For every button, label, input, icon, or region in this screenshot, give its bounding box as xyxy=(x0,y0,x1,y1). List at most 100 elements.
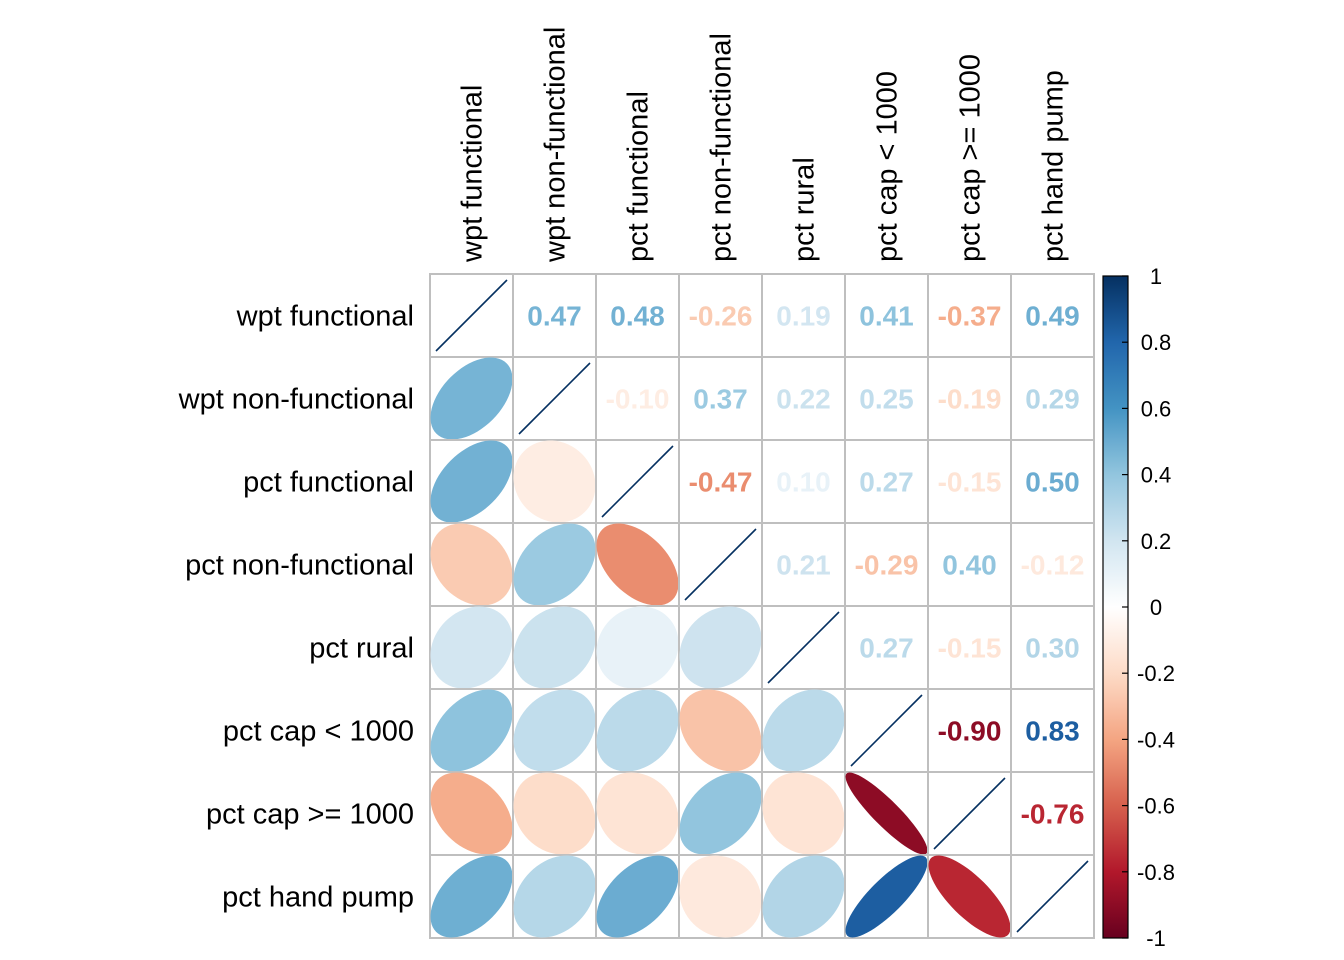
cell-2-1 xyxy=(512,439,597,524)
diagonal-line xyxy=(933,777,1006,850)
cell-7-6 xyxy=(927,854,1012,939)
cell-0-1: 0.47 xyxy=(512,273,597,358)
row-label-wpt-functional: wpt functional xyxy=(236,301,414,333)
colorbar-tick-label: -1 xyxy=(1146,926,1166,951)
cell-5-2 xyxy=(595,688,680,773)
ellipse-mark xyxy=(596,606,679,689)
cell-2-5: 0.27 xyxy=(844,439,929,524)
column-label-pct-cap-1000: pct cap < 1000 xyxy=(872,71,904,262)
cell-5-1 xyxy=(512,688,597,773)
coefficient-label: 0.47 xyxy=(527,301,582,332)
row-labels: wpt functional wpt non-functional pct func… xyxy=(178,301,414,914)
cell-3-4: 0.21 xyxy=(761,522,846,607)
ellipse-mark xyxy=(513,606,596,689)
colorbar-tick-label: 1 xyxy=(1150,264,1162,289)
cell-6-1 xyxy=(512,771,597,856)
cell-6-5 xyxy=(844,771,929,856)
colorbar-tick-label: 0.2 xyxy=(1141,529,1172,554)
ellipse-mark xyxy=(513,440,596,523)
column-label-wpt-functional: wpt functional xyxy=(457,85,489,263)
correlation-matrix: 0.47 0.48 -0.26 0.19 0.41 -0.37 0.49 -0.10 0.37 0… xyxy=(429,273,1095,939)
ellipse-mark xyxy=(762,855,845,938)
cell-6-4 xyxy=(761,771,846,856)
ellipse-mark xyxy=(430,772,513,855)
cell-1-3: 0.37 xyxy=(678,356,763,441)
coefficient-label: -0.76 xyxy=(1021,799,1085,830)
cell-1-2: -0.10 xyxy=(595,356,680,441)
ellipse-mark xyxy=(430,855,513,938)
colorbar-tick-label: 0.4 xyxy=(1141,463,1172,488)
cell-0-5: 0.41 xyxy=(844,273,929,358)
coefficient-label: 0.25 xyxy=(859,384,914,415)
ellipse-mark xyxy=(679,772,762,855)
coefficient-label: 0.48 xyxy=(610,301,665,332)
ellipse-mark xyxy=(513,689,596,772)
ellipse-mark xyxy=(513,855,596,938)
coefficient-label: -0.12 xyxy=(1021,550,1085,581)
coefficient-label: 0.83 xyxy=(1025,716,1080,747)
coefficient-label: 0.29 xyxy=(1025,384,1080,415)
cell-2-4: 0.10 xyxy=(761,439,846,524)
row-label-wpt-non-functional: wpt non-functional xyxy=(178,384,414,416)
cell-1-1 xyxy=(512,356,597,441)
row-label-pct-functional: pct functional xyxy=(243,467,414,499)
coefficient-label: 0.19 xyxy=(776,301,831,332)
coefficient-label: -0.47 xyxy=(689,467,753,498)
cell-1-7: 0.29 xyxy=(1010,356,1095,441)
diagonal-line xyxy=(435,279,508,352)
ellipse-mark xyxy=(928,855,1011,938)
cell-6-2 xyxy=(595,771,680,856)
ellipse-mark xyxy=(596,523,679,606)
coefficient-label: 0.10 xyxy=(776,467,831,498)
coefficient-label: 0.30 xyxy=(1025,633,1080,664)
cell-7-7 xyxy=(1010,854,1095,939)
cell-6-6 xyxy=(927,771,1012,856)
cell-3-5: -0.29 xyxy=(844,522,929,607)
coefficient-label: 0.21 xyxy=(776,550,831,581)
ellipse-mark xyxy=(430,440,513,523)
coefficient-label: 0.49 xyxy=(1025,301,1080,332)
ellipse-mark xyxy=(679,689,762,772)
cell-2-3: -0.47 xyxy=(678,439,763,524)
coefficient-label: -0.15 xyxy=(938,633,1002,664)
ellipse-mark xyxy=(430,523,513,606)
colorbar-tick-label: 0.8 xyxy=(1141,330,1172,355)
cell-4-6: -0.15 xyxy=(927,605,1012,690)
ellipse-mark xyxy=(679,855,762,938)
colorbar-tick-label: 0 xyxy=(1150,595,1162,620)
cell-7-1 xyxy=(512,854,597,939)
cell-0-4: 0.19 xyxy=(761,273,846,358)
ellipse-mark xyxy=(845,772,928,855)
cell-0-7: 0.49 xyxy=(1010,273,1095,358)
cell-2-6: -0.15 xyxy=(927,439,1012,524)
cell-2-0 xyxy=(429,439,514,524)
cell-6-7: -0.76 xyxy=(1010,771,1095,856)
column-labels: wpt functional wpt non-functional pct func… xyxy=(457,27,1070,263)
cell-5-6: -0.90 xyxy=(927,688,1012,773)
color-legend: 1 0.8 0.6 0.4 0.2 0 -0.2 -0.4 -0.6 -0.8 -1 xyxy=(1102,264,1175,951)
coefficient-label: -0.19 xyxy=(938,384,1002,415)
cell-1-5: 0.25 xyxy=(844,356,929,441)
cell-7-5 xyxy=(844,854,929,939)
cell-4-3 xyxy=(678,605,763,690)
coefficient-label: -0.29 xyxy=(855,550,919,581)
cell-6-0 xyxy=(429,771,514,856)
diagonal-line xyxy=(767,611,840,684)
colorbar-tick-label: -0.8 xyxy=(1137,860,1175,885)
ellipse-mark xyxy=(762,689,845,772)
ellipse-mark xyxy=(430,689,513,772)
cell-2-2 xyxy=(595,439,680,524)
cell-5-4 xyxy=(761,688,846,773)
coefficient-label: -0.26 xyxy=(689,301,753,332)
coefficient-label: 0.27 xyxy=(859,633,914,664)
diagonal-line xyxy=(684,528,757,601)
ellipse-mark xyxy=(762,772,845,855)
cell-0-2: 0.48 xyxy=(595,273,680,358)
colorbar-tick-label: -0.6 xyxy=(1137,794,1175,819)
coefficient-label: 0.27 xyxy=(859,467,914,498)
ellipse-mark xyxy=(513,772,596,855)
coefficient-label: 0.50 xyxy=(1025,467,1080,498)
cell-4-1 xyxy=(512,605,597,690)
cell-4-4 xyxy=(761,605,846,690)
